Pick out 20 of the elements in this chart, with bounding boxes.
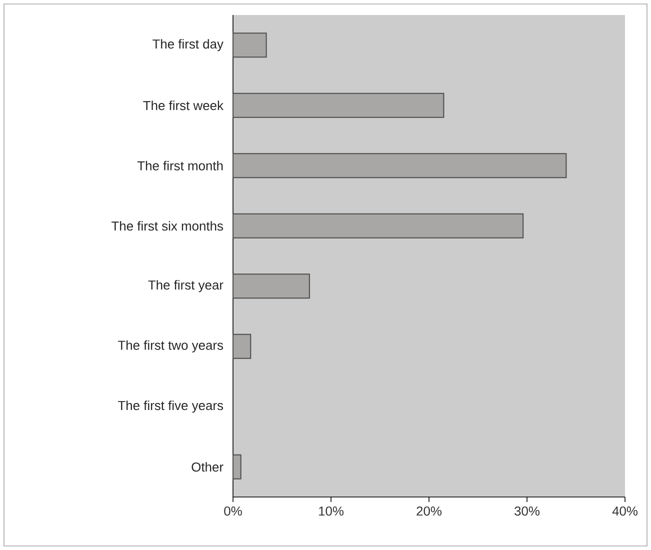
x-tick-label: 30% xyxy=(514,506,540,516)
y-tick-label: The first two years xyxy=(118,340,224,352)
x-tick-label: 0% xyxy=(224,506,242,516)
x-tick-label: 40% xyxy=(612,506,638,516)
bar xyxy=(232,32,267,58)
y-tick-label: The first six months xyxy=(112,221,224,231)
y-tick-label: The first week xyxy=(143,100,224,110)
x-tick-label: 10% xyxy=(319,506,344,516)
bar xyxy=(232,213,524,238)
x-tick-label: 20% xyxy=(416,506,442,516)
bar xyxy=(232,454,242,480)
y-tick-label: The first year xyxy=(148,280,224,292)
y-tick-label: Other xyxy=(192,462,224,472)
y-tick-label: The first month xyxy=(137,160,223,170)
bar xyxy=(232,153,567,178)
bar xyxy=(232,274,310,299)
y-tick-label: The first five years xyxy=(118,400,224,413)
y-tick-label: The first day xyxy=(152,39,224,52)
bar xyxy=(232,334,252,359)
bar xyxy=(232,92,444,118)
